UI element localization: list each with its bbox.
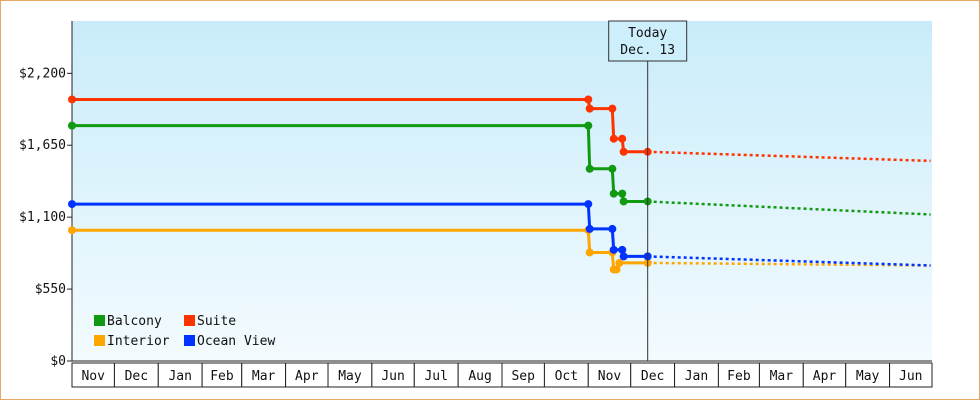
month-cell bbox=[201, 362, 243, 388]
legend-label: Suite bbox=[197, 314, 236, 329]
month-cell bbox=[845, 362, 891, 388]
data-point bbox=[608, 224, 617, 233]
data-point bbox=[618, 245, 627, 254]
month-cell bbox=[113, 362, 159, 388]
x-tick-label: Jan bbox=[168, 369, 191, 384]
x-tick-label: Sep bbox=[511, 369, 535, 384]
series-layer bbox=[68, 95, 931, 274]
data-point bbox=[584, 200, 593, 209]
data-point bbox=[619, 197, 628, 206]
legend-swatch bbox=[94, 315, 105, 326]
x-tick-label: Feb bbox=[727, 369, 751, 384]
data-point bbox=[619, 252, 628, 261]
data-point bbox=[68, 226, 76, 235]
legend-swatch bbox=[184, 335, 195, 346]
data-point bbox=[618, 189, 627, 198]
x-tick-label: Apr bbox=[295, 369, 319, 384]
y-tick-label: $0 bbox=[50, 354, 66, 369]
data-point bbox=[609, 189, 618, 198]
month-cell bbox=[587, 362, 632, 388]
x-tick-label: Feb bbox=[210, 369, 234, 384]
data-point bbox=[584, 121, 593, 130]
y-tick-label: $550 bbox=[35, 282, 66, 297]
x-tick-label: Jul bbox=[424, 369, 447, 384]
x-tick-label: Nov bbox=[598, 369, 622, 384]
month-cell bbox=[71, 362, 115, 388]
y-axis: $0 $550 $1,100 $1,650 $2,200 bbox=[19, 21, 73, 369]
data-point bbox=[609, 245, 618, 254]
month-cell bbox=[413, 362, 459, 388]
data-point bbox=[609, 134, 618, 143]
series-balcony bbox=[68, 121, 931, 216]
forecast-line bbox=[647, 200, 931, 216]
legend-label: Interior bbox=[107, 334, 170, 349]
month-cell bbox=[157, 362, 203, 388]
legend-label: Balcony bbox=[107, 314, 162, 329]
plot-background bbox=[72, 21, 932, 361]
data-point bbox=[585, 104, 594, 113]
month-cell bbox=[501, 362, 545, 388]
x-tick-label: May bbox=[338, 369, 362, 384]
data-point bbox=[585, 248, 594, 257]
x-tick-label: Nov bbox=[81, 369, 105, 384]
forecast-line bbox=[647, 255, 931, 267]
series-ocean-view bbox=[68, 200, 931, 267]
forecast-line bbox=[647, 150, 931, 163]
today-annotation: Today Dec. 13 bbox=[608, 20, 688, 361]
month-cell bbox=[285, 362, 329, 388]
x-tick-label: Jun bbox=[899, 369, 922, 384]
y-tick-label: $1,100 bbox=[19, 210, 66, 225]
today-box bbox=[608, 20, 688, 62]
series-suite bbox=[68, 95, 931, 163]
x-tick-label: Oct bbox=[555, 369, 578, 384]
month-cell bbox=[630, 362, 676, 388]
data-point bbox=[615, 258, 624, 267]
month-cell bbox=[717, 362, 760, 388]
x-tick-label: Jun bbox=[381, 369, 404, 384]
data-point bbox=[618, 134, 627, 143]
x-tick-label: Jan bbox=[685, 369, 708, 384]
month-cell bbox=[241, 362, 287, 388]
today-label: Today bbox=[628, 26, 667, 41]
data-point bbox=[584, 95, 593, 104]
data-point bbox=[68, 121, 76, 130]
x-tick-label: Mar bbox=[770, 369, 794, 384]
x-tick-label: Dec bbox=[125, 369, 148, 384]
legend: Balcony Suite Interior Ocean View bbox=[94, 314, 275, 349]
x-tick-label: Mar bbox=[252, 369, 276, 384]
x-tick-label: May bbox=[856, 369, 880, 384]
month-cell bbox=[758, 362, 804, 388]
data-point bbox=[585, 224, 594, 233]
today-date-label: Dec. 13 bbox=[620, 43, 675, 58]
x-tick-label: Dec bbox=[641, 369, 664, 384]
data-point bbox=[608, 164, 617, 173]
data-point bbox=[68, 200, 76, 209]
data-point bbox=[585, 164, 594, 173]
y-tick-label: $2,200 bbox=[19, 66, 66, 81]
data-point bbox=[612, 265, 621, 274]
legend-label: Ocean View bbox=[197, 334, 275, 349]
x-tick-label: Aug bbox=[468, 369, 491, 384]
data-point bbox=[68, 95, 76, 104]
x-tick-label: Apr bbox=[813, 369, 837, 384]
month-cell bbox=[889, 362, 933, 388]
x-axis: Nov Dec Jan Feb Mar Apr May Jun Jul Aug Sep Oct Nov D… bbox=[71, 360, 933, 388]
legend-swatch bbox=[94, 335, 105, 346]
data-point bbox=[608, 104, 617, 113]
data-point bbox=[619, 147, 628, 156]
y-tick-label: $1,650 bbox=[19, 138, 66, 153]
legend-swatch bbox=[184, 315, 195, 326]
